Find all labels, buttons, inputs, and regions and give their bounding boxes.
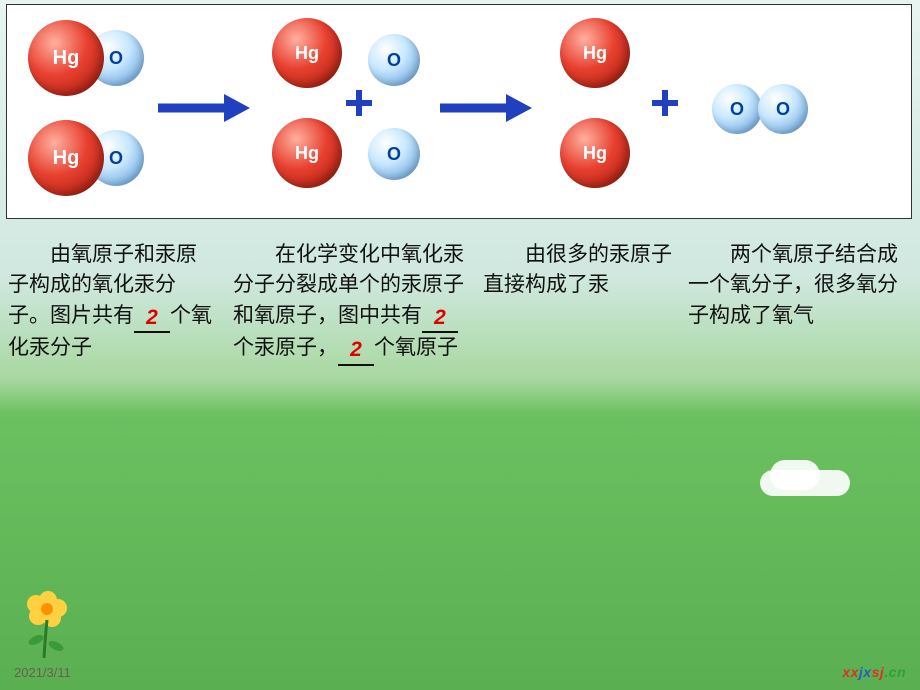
hg-atom: Hg bbox=[28, 20, 104, 96]
hg-atom: Hg bbox=[272, 18, 342, 88]
logo-domain: .cn bbox=[884, 664, 906, 680]
logo-part: xx bbox=[842, 664, 859, 680]
logo-part: sj bbox=[872, 664, 885, 680]
fill-blank: 2 bbox=[134, 301, 170, 333]
indent bbox=[688, 243, 730, 266]
indent bbox=[483, 243, 525, 266]
fill-blank: 2 bbox=[338, 333, 374, 365]
o-atom: O bbox=[758, 84, 808, 134]
caption-col-4: 两个氧原子结合成一个氧分子，很多氧分子构成了氧气 bbox=[680, 240, 910, 366]
flower-decor bbox=[18, 590, 78, 660]
plus-icon bbox=[344, 88, 374, 118]
caption-text: 个汞原子， bbox=[233, 336, 338, 359]
fill-answer: 2 bbox=[350, 338, 362, 361]
caption-col-1: 由氧原子和汞原子构成的氧化汞分子。图片共有2个氧化汞分子 bbox=[0, 240, 225, 366]
hg-atom: Hg bbox=[272, 118, 342, 188]
fill-answer: 2 bbox=[434, 306, 446, 329]
plus-icon bbox=[650, 88, 680, 118]
logo-part: jx bbox=[859, 664, 872, 680]
slide: O Hg O Hg Hg Hg O O Hg Hg O O bbox=[0, 0, 920, 690]
hg-atom: Hg bbox=[560, 18, 630, 88]
hg-atom: Hg bbox=[560, 118, 630, 188]
fill-answer: 2 bbox=[146, 306, 158, 329]
cloud-decor bbox=[770, 460, 820, 490]
site-logo: xxjxsj.cn bbox=[842, 664, 906, 680]
arrow-icon bbox=[156, 92, 250, 124]
caption-text: 个氧原子 bbox=[374, 336, 458, 359]
caption-col-2: 在化学变化中氧化汞分子分裂成单个的汞原子和氧原子，图中共有2个汞原子，2个氧原子 bbox=[225, 240, 475, 366]
indent bbox=[233, 243, 275, 266]
o-atom: O bbox=[368, 128, 420, 180]
caption-row: 由氧原子和汞原子构成的氧化汞分子。图片共有2个氧化汞分子 在化学变化中氧化汞分子… bbox=[0, 240, 920, 366]
hg-atom: Hg bbox=[28, 120, 104, 196]
indent bbox=[8, 243, 50, 266]
arrow-icon bbox=[438, 92, 532, 124]
date-stamp: 2021/3/11 bbox=[14, 665, 71, 680]
o-atom: O bbox=[712, 84, 762, 134]
fill-blank: 2 bbox=[422, 301, 458, 333]
reaction-diagram: O Hg O Hg Hg Hg O O Hg Hg O O bbox=[0, 0, 920, 220]
o-atom: O bbox=[368, 34, 420, 86]
caption-col-3: 由很多的汞原子直接构成了汞 bbox=[475, 240, 680, 366]
